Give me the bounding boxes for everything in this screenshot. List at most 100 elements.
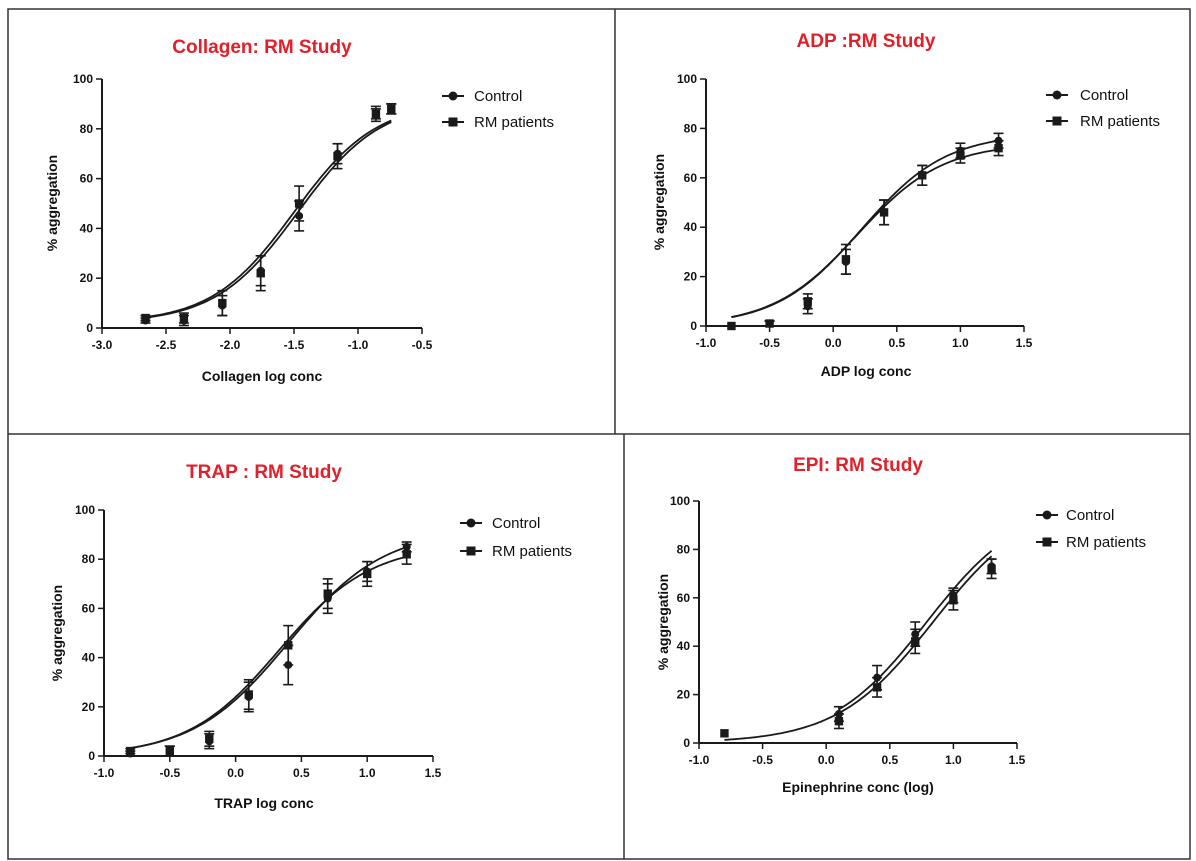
data-point-rm-patients xyxy=(141,313,150,323)
fit-curve-rm-patients xyxy=(724,555,993,741)
data-point-rm-patients xyxy=(218,298,227,308)
panel-adp: ADP :RM Study ADP log conc % aggregation… xyxy=(651,31,1160,379)
y-tick-label: 0 xyxy=(88,749,95,763)
legend-label: RM patients xyxy=(1066,534,1146,551)
x-tick-label: -2.5 xyxy=(156,338,177,352)
x-tick-label: 1.0 xyxy=(952,336,969,350)
x-tick-label: 0.5 xyxy=(881,753,898,767)
chart-title: EPI: RM Study xyxy=(793,455,923,476)
y-tick-label: 60 xyxy=(684,171,698,185)
fit-curve-control xyxy=(145,121,392,319)
panel-collagen: Collagen: RM Study Collagen log conc % a… xyxy=(44,37,554,384)
fit-curve-rm-patients xyxy=(731,148,999,318)
data-point-rm-patients xyxy=(911,637,920,646)
data-point-rm-patients xyxy=(956,151,965,160)
data-point-rm-patients xyxy=(402,550,411,559)
x-tick-label: -3.0 xyxy=(92,338,113,352)
legend-circle-marker xyxy=(466,518,476,528)
y-tick-label: 60 xyxy=(677,591,691,605)
y-axis-label: % aggregation xyxy=(651,154,667,250)
data-point-rm-patients xyxy=(879,208,889,217)
y-tick-label: 80 xyxy=(684,121,698,135)
legend-square-marker xyxy=(466,546,476,556)
legend: Control RM patients xyxy=(1036,507,1146,551)
legend-circle-marker xyxy=(1042,510,1052,520)
data-point-rm-patients xyxy=(727,321,736,331)
legend: Control RM patients xyxy=(1046,87,1160,130)
x-tick-label: 0.0 xyxy=(818,753,835,767)
legend-label: RM patients xyxy=(1080,113,1160,130)
y-axis-label: % aggregation xyxy=(655,574,671,670)
legend-circle-marker xyxy=(1052,90,1062,100)
data-point-rm-patients xyxy=(765,319,774,328)
chart-title: Collagen: RM Study xyxy=(172,37,352,58)
data-point-rm-patients xyxy=(371,109,381,119)
x-tick-label: 1.0 xyxy=(945,753,962,767)
data-point-rm-patients xyxy=(244,690,253,699)
y-tick-label: 80 xyxy=(677,542,691,556)
y-tick-label: 0 xyxy=(86,321,93,335)
legend-square-marker xyxy=(1042,537,1052,547)
y-axis-label: % aggregation xyxy=(44,155,60,251)
chart-title: ADP :RM Study xyxy=(797,31,936,52)
x-axis-label: Epinephrine conc (log) xyxy=(782,779,934,795)
legend-label: Control xyxy=(474,88,522,105)
fit-curve-rm-patients xyxy=(130,555,407,749)
legend-square-marker xyxy=(1052,116,1062,126)
y-tick-label: 80 xyxy=(82,552,96,566)
data-point-rm-patients xyxy=(387,104,396,114)
data-point-rm-patients xyxy=(323,589,332,598)
x-tick-label: -1.5 xyxy=(284,338,305,352)
data-point-rm-patients xyxy=(165,746,174,756)
y-tick-label: 40 xyxy=(82,651,96,665)
y-tick-label: 100 xyxy=(73,72,93,86)
x-tick-label: -0.5 xyxy=(412,338,433,352)
y-tick-label: 100 xyxy=(670,494,690,508)
x-tick-label: 0.0 xyxy=(227,766,244,780)
data-point-rm-patients xyxy=(363,569,372,579)
legend: Control RM patients xyxy=(442,88,554,131)
data-point-rm-patients xyxy=(987,564,996,573)
y-tick-label: 80 xyxy=(80,122,94,136)
y-tick-label: 20 xyxy=(684,270,698,284)
x-tick-label: 1.5 xyxy=(425,766,442,780)
y-tick-label: 0 xyxy=(683,736,690,750)
data-point-rm-patients xyxy=(803,297,812,306)
data-point-rm-patients xyxy=(841,255,851,264)
fit-curve-rm-patients xyxy=(145,119,392,319)
data-point-rm-patients xyxy=(256,269,265,278)
y-tick-label: 0 xyxy=(690,319,697,333)
y-tick-label: 100 xyxy=(75,503,95,517)
x-axis-label: Collagen log conc xyxy=(202,368,323,384)
x-tick-label: -2.0 xyxy=(220,338,241,352)
legend-label: RM patients xyxy=(474,114,554,131)
y-axis-label: % aggregation xyxy=(49,585,65,681)
x-tick-label: -0.5 xyxy=(159,766,180,780)
legend-label: RM patients xyxy=(492,543,572,560)
data-point-rm-patients xyxy=(126,746,135,756)
x-axis-label: ADP log conc xyxy=(821,363,912,379)
y-tick-label: 100 xyxy=(677,72,697,86)
legend-label: Control xyxy=(492,515,540,532)
y-tick-label: 60 xyxy=(80,172,94,186)
legend: Control RM patients xyxy=(460,515,572,560)
data-point-rm-patients xyxy=(949,596,958,605)
y-tick-label: 60 xyxy=(82,601,96,615)
legend-label: Control xyxy=(1066,507,1114,524)
data-point-rm-patients xyxy=(834,717,844,726)
x-tick-label: 0.0 xyxy=(825,336,842,350)
y-tick-label: 20 xyxy=(82,700,96,714)
x-tick-label: 0.5 xyxy=(888,336,905,350)
x-tick-label: 0.5 xyxy=(293,766,310,780)
data-point-rm-patients xyxy=(333,151,342,161)
x-tick-label: 1.5 xyxy=(1016,336,1033,350)
x-tick-label: -1.0 xyxy=(696,336,717,350)
panel-trap: TRAP : RM Study TRAP log conc % aggregat… xyxy=(49,462,572,811)
y-tick-label: 40 xyxy=(80,221,94,235)
data-point-rm-patients xyxy=(294,199,304,208)
chart-title: TRAP : RM Study xyxy=(186,462,342,483)
x-tick-label: -1.0 xyxy=(348,338,369,352)
x-axis-label: TRAP log conc xyxy=(214,795,314,811)
panel-epi: EPI: RM Study Epinephrine conc (log) % a… xyxy=(655,455,1146,795)
